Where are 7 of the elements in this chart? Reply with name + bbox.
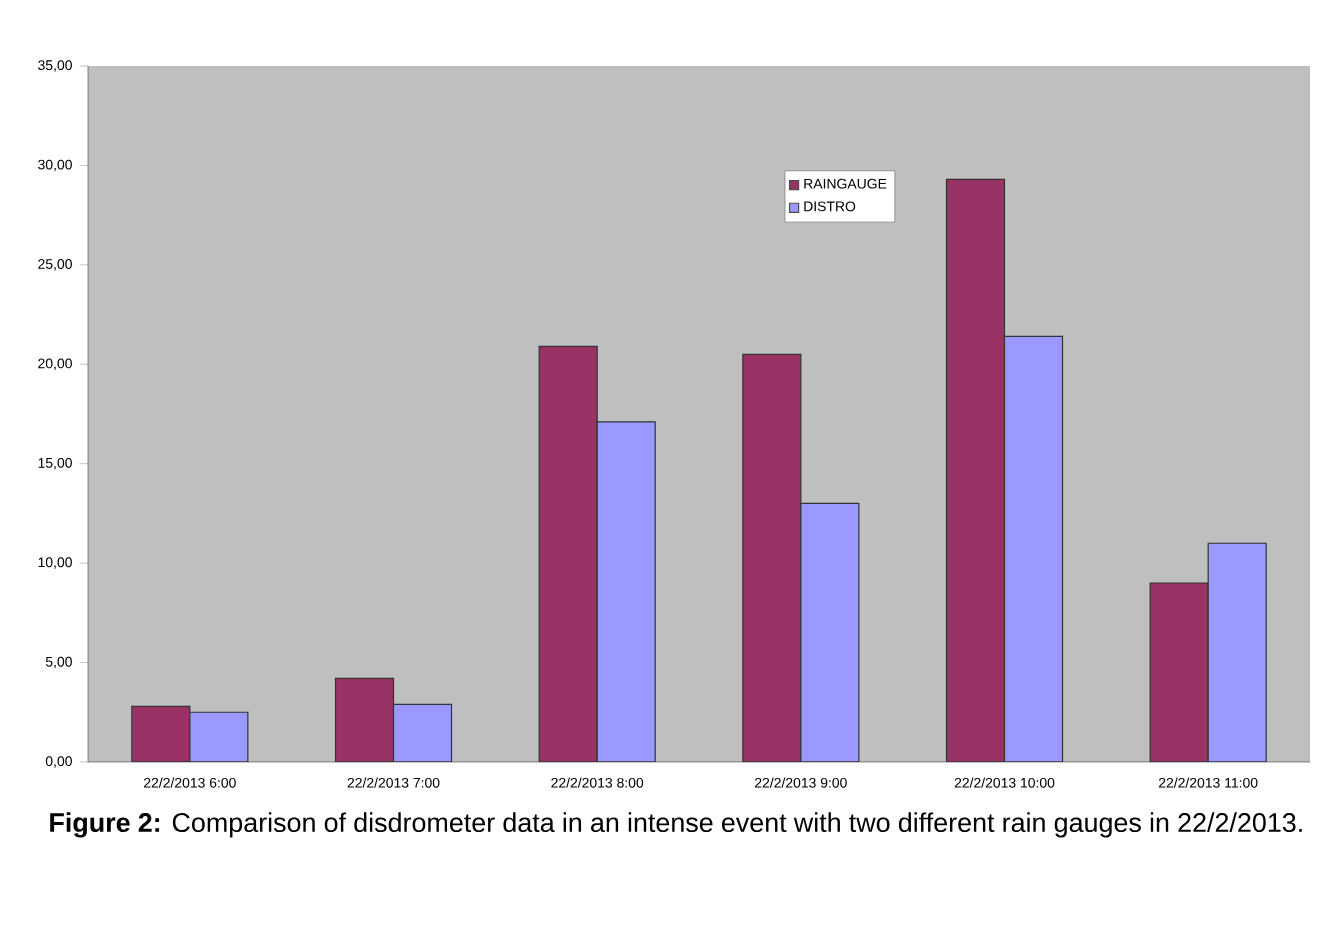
bar [1207,542,1267,762]
bar [596,421,656,762]
bar [1003,335,1064,762]
bar [189,711,249,762]
bar [392,703,453,762]
text: Figure 2: Comparison of disdrometer data in an intense event with two different rain gauges in 22/2/2013. [50,812,1302,838]
bar [800,502,860,762]
